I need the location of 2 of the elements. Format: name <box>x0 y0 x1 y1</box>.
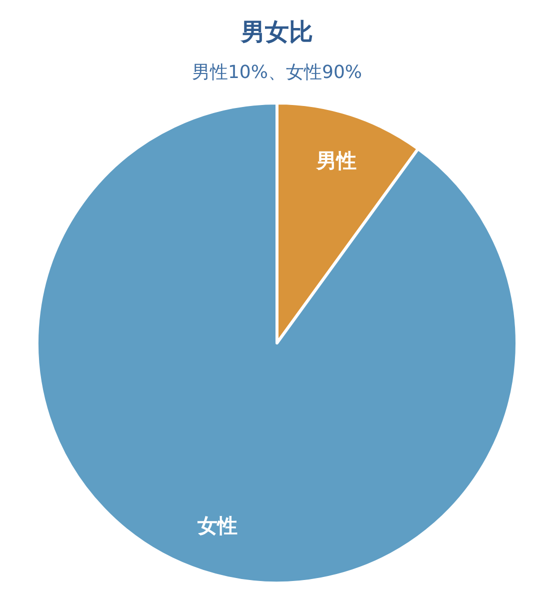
subtitle: 男性10%、女性90% <box>192 62 362 83</box>
title: 男女比 <box>241 18 313 46</box>
